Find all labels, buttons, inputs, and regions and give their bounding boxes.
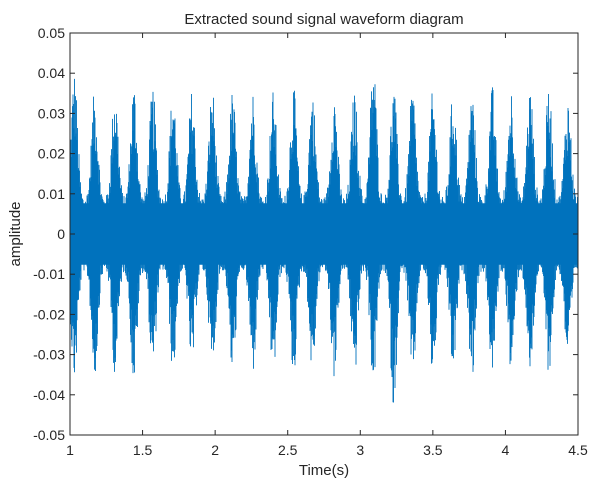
y-tick-label: -0.04 (33, 387, 65, 403)
y-tick-label: 0.04 (38, 65, 65, 81)
x-tick-label: 3 (356, 442, 364, 458)
y-tick-label: 0 (57, 226, 65, 242)
y-tick-label: -0.03 (33, 347, 65, 363)
x-tick-label: 1 (66, 442, 74, 458)
x-axis-label: Time(s) (299, 462, 349, 479)
waveform-series (69, 78, 579, 403)
x-tick-label: 2 (211, 442, 219, 458)
waveform-core (70, 203, 578, 265)
y-axis-ticks: -0.05 -0.04 -0.03 -0.02 -0.01 0 0.01 0.02 0.03 0.… (33, 25, 578, 443)
y-tick-label: 0.01 (38, 186, 65, 202)
y-tick-label: -0.01 (33, 266, 65, 282)
x-tick-label: 2.5 (278, 442, 298, 458)
y-tick-label: 0.02 (38, 146, 65, 162)
y-tick-label: -0.02 (33, 306, 65, 322)
x-tick-label: 4 (502, 442, 510, 458)
x-tick-label: 3.5 (423, 442, 443, 458)
y-tick-label: 0.03 (38, 105, 65, 121)
y-tick-label: 0.05 (38, 25, 65, 41)
x-tick-label: 1.5 (133, 442, 153, 458)
y-tick-label: -0.05 (33, 427, 65, 443)
y-axis-label: amplitude (7, 201, 24, 266)
x-tick-label: 4.5 (568, 442, 588, 458)
x-axis-ticks: 1 1.5 2 2.5 3 3.5 4 4.5 (66, 33, 588, 458)
chart-title: Extracted sound signal waveform diagram (184, 11, 463, 28)
